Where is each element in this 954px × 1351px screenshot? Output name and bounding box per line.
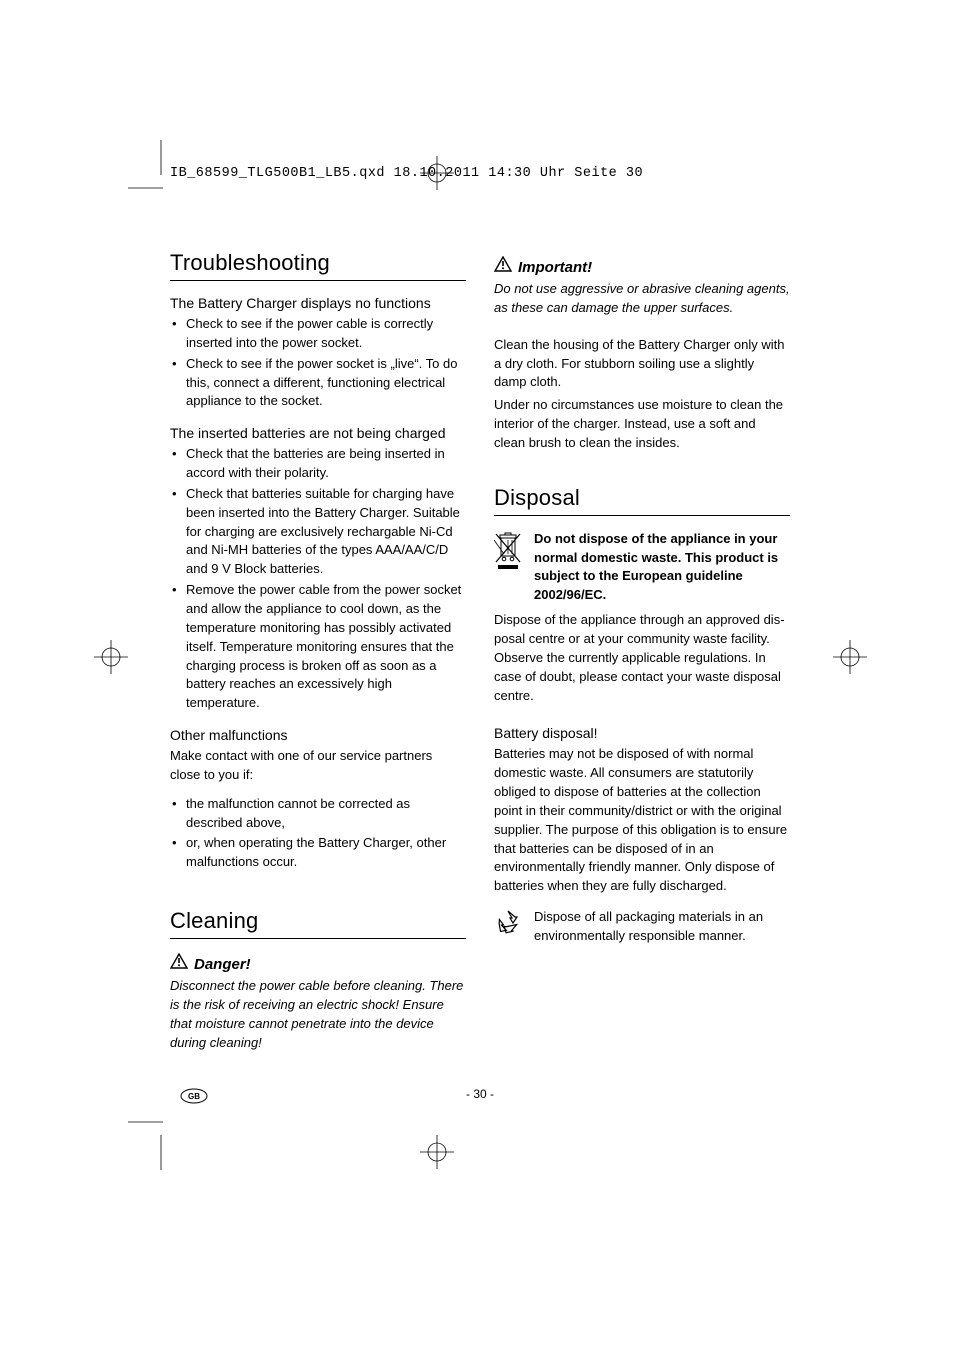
recycle-icon xyxy=(494,908,524,946)
list-item: Check that batteries suitable for chargi… xyxy=(170,485,466,579)
bullets-other-malfunctions: the malfunction cannot be corrected as d… xyxy=(170,795,466,872)
troubleshooting-heading: Troubleshooting xyxy=(170,250,466,281)
cleaning-paragraph-1: Clean the housing of the Battery Charger… xyxy=(494,336,790,393)
disposal-paragraph: Dispose of the appliance through an appr… xyxy=(494,611,790,705)
disposal-heading: Disposal xyxy=(494,485,790,516)
registration-mark-left xyxy=(94,640,128,674)
language-badge: GB xyxy=(180,1088,208,1104)
other-malfunctions-intro: Make contact with one of our service par… xyxy=(170,747,466,785)
right-column: Important! Do not use aggressive or abra… xyxy=(494,250,790,1062)
bullets-no-functions: Check to see if the power cable is corre… xyxy=(170,315,466,411)
battery-disposal-heading: Battery disposal! xyxy=(494,725,790,741)
cleaning-paragraph-2: Under no circumstances use moisture to c… xyxy=(494,396,790,453)
cleaning-heading: Cleaning xyxy=(170,908,466,939)
danger-heading: Danger! xyxy=(170,953,466,973)
list-item: Remove the power cable from the power so… xyxy=(170,581,466,713)
sub-no-functions: The Battery Charger displays no function… xyxy=(170,295,466,311)
weee-bin-icon xyxy=(494,530,524,605)
sub-not-charged: The inserted batteries are not being cha… xyxy=(170,425,466,441)
list-item: the malfunction cannot be corrected as d… xyxy=(170,795,466,833)
important-label: Important! xyxy=(518,259,592,276)
danger-text: Disconnect the power cable before cleani… xyxy=(170,977,466,1052)
list-item: Check to see if the power socket is „liv… xyxy=(170,355,466,412)
warning-triangle-icon xyxy=(494,256,512,276)
recycle-block: Dispose of all packaging materials in an… xyxy=(494,908,790,946)
page-number: - 30 - xyxy=(170,1087,790,1101)
registration-mark-bottom xyxy=(420,1135,454,1169)
page: IB_68599_TLG500B1_LB5.qxd 18.10.2011 14:… xyxy=(0,0,954,1351)
registration-mark-right xyxy=(833,640,867,674)
sub-other-malfunctions: Other malfunctions xyxy=(170,727,466,743)
language-badge-text: GB xyxy=(188,1092,200,1101)
imprint-header: IB_68599_TLG500B1_LB5.qxd 18.10.2011 14:… xyxy=(170,166,643,181)
important-heading: Important! xyxy=(494,256,790,276)
list-item: or, when operating the Battery Charger, … xyxy=(170,834,466,872)
warning-triangle-icon xyxy=(170,953,188,973)
bullets-not-charged: Check that the batteries are being inser… xyxy=(170,445,466,713)
danger-label: Danger! xyxy=(194,956,251,973)
battery-disposal-text: Batteries may not be disposed of with no… xyxy=(494,745,790,896)
weee-block: Do not dispose of the appliance in your … xyxy=(494,530,790,605)
crop-mark-tl xyxy=(113,140,163,190)
list-item: Check that the batteries are being inser… xyxy=(170,445,466,483)
crop-mark-bl xyxy=(113,1120,163,1170)
important-text: Do not use aggressive or abrasive cleani… xyxy=(494,280,790,318)
list-item: Check to see if the power cable is corre… xyxy=(170,315,466,353)
left-column: Troubleshooting The Battery Charger disp… xyxy=(170,250,466,1062)
recycle-text: Dispose of all packaging materials in an… xyxy=(534,908,790,946)
content-columns: Troubleshooting The Battery Charger disp… xyxy=(170,250,790,1062)
weee-text: Do not dispose of the appliance in your … xyxy=(534,530,790,605)
